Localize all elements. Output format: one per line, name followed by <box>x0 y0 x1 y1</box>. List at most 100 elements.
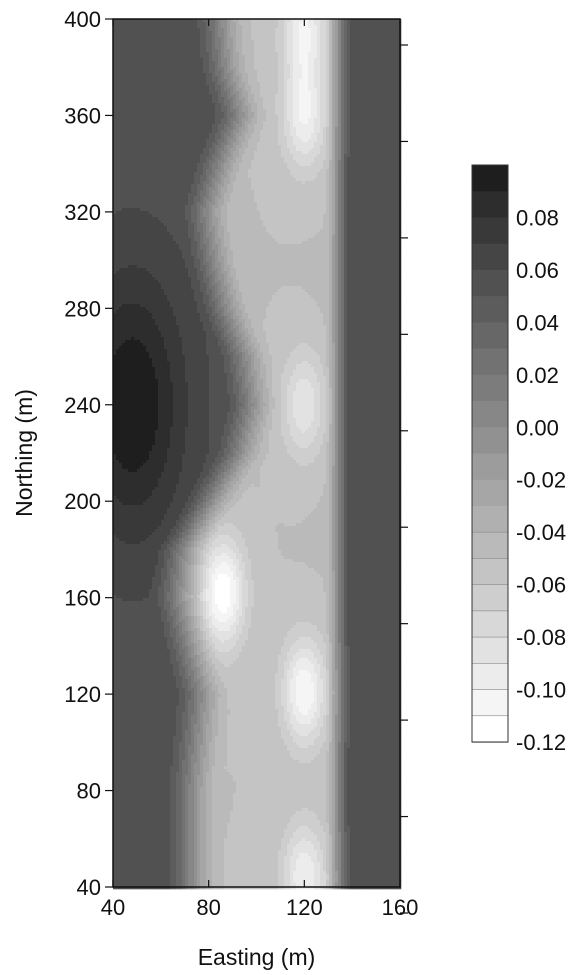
heatmap-cell <box>353 31 356 34</box>
heatmap-cell <box>368 40 371 43</box>
heatmap-cell <box>242 73 245 76</box>
heatmap-cell <box>293 34 296 37</box>
heatmap-cell <box>239 67 242 70</box>
heatmap-cell <box>134 73 137 76</box>
heatmap-cell <box>230 52 233 55</box>
heatmap-cell <box>137 25 140 28</box>
heatmap-cell <box>311 43 314 46</box>
heatmap-cell <box>368 34 371 37</box>
heatmap-cell <box>131 58 134 61</box>
heatmap-cell <box>245 37 248 40</box>
heatmap-cell <box>392 37 395 40</box>
heatmap-cell <box>239 55 242 58</box>
heatmap-cell <box>299 52 302 55</box>
heatmap-cell <box>176 31 179 34</box>
heatmap-cell <box>314 22 317 25</box>
heatmap-cell <box>359 73 362 76</box>
heatmap-cell <box>284 49 287 52</box>
heatmap-cell <box>128 76 131 79</box>
heatmap-cell <box>194 31 197 34</box>
heatmap-cell <box>146 70 149 73</box>
heatmap-cell <box>383 37 386 40</box>
heatmap-cell <box>230 61 233 64</box>
heatmap-cell <box>212 55 215 58</box>
heatmap-cell <box>200 25 203 28</box>
heatmap-cell <box>257 52 260 55</box>
heatmap-cell <box>251 37 254 40</box>
heatmap-cell <box>314 49 317 52</box>
heatmap-cell <box>293 70 296 73</box>
heatmap-cell <box>308 49 311 52</box>
heatmap-cell <box>209 67 212 70</box>
heatmap-cell <box>299 67 302 70</box>
heatmap-cell <box>374 70 377 73</box>
heatmap-cell <box>116 61 119 64</box>
heatmap-cell <box>134 43 137 46</box>
heatmap-cell <box>377 49 380 52</box>
heatmap-cell <box>356 40 359 43</box>
heatmap-cell <box>128 28 131 31</box>
heatmap-cell <box>284 61 287 64</box>
heatmap-cell <box>197 49 200 52</box>
heatmap-cell <box>158 49 161 52</box>
heatmap-cell <box>236 76 239 79</box>
heatmap-cell <box>332 55 335 58</box>
heatmap-cell <box>383 61 386 64</box>
heatmap-cell <box>257 49 260 52</box>
heatmap-cell <box>317 25 320 28</box>
heatmap-cell <box>362 52 365 55</box>
heatmap-cell <box>245 55 248 58</box>
heatmap-cell <box>182 55 185 58</box>
heatmap-cell <box>233 58 236 61</box>
heatmap-cell <box>266 28 269 31</box>
heatmap-cell <box>323 43 326 46</box>
heatmap-cell <box>119 22 122 25</box>
heatmap-cell <box>236 52 239 55</box>
heatmap-cell <box>260 55 263 58</box>
heatmap-cell <box>272 40 275 43</box>
heatmap-cell <box>152 46 155 49</box>
heatmap-cell <box>299 43 302 46</box>
heatmap-cell <box>218 40 221 43</box>
heatmap-cell <box>311 37 314 40</box>
heatmap-cell <box>131 70 134 73</box>
heatmap-cell <box>230 76 233 79</box>
heatmap-cell <box>308 70 311 73</box>
heatmap-cell <box>275 70 278 73</box>
heatmap-cell <box>122 52 125 55</box>
heatmap-cell <box>164 22 167 25</box>
heatmap-cell <box>302 76 305 79</box>
heatmap-cell <box>380 31 383 34</box>
heatmap-cell <box>332 52 335 55</box>
heatmap-cell <box>122 28 125 31</box>
heatmap-cell <box>200 22 203 25</box>
heatmap-cell <box>251 64 254 67</box>
heatmap-cell <box>314 76 317 79</box>
heatmap-cell <box>239 22 242 25</box>
heatmap-cell <box>125 22 128 25</box>
heatmap-cell <box>242 22 245 25</box>
heatmap-cell <box>221 46 224 49</box>
heatmap-cell <box>350 52 353 55</box>
heatmap-cell <box>140 28 143 31</box>
heatmap-cell <box>188 34 191 37</box>
heatmap-cell <box>128 25 131 28</box>
heatmap-cell <box>191 55 194 58</box>
heatmap-cell <box>362 34 365 37</box>
heatmap-cell <box>119 67 122 70</box>
heatmap-cell <box>260 73 263 76</box>
heatmap-cell <box>143 73 146 76</box>
heatmap-cell <box>197 58 200 61</box>
heatmap-cell <box>371 28 374 31</box>
heatmap-cell <box>344 58 347 61</box>
heatmap-cell <box>290 31 293 34</box>
heatmap-cell <box>323 49 326 52</box>
heatmap-cell <box>179 73 182 76</box>
heatmap-cell <box>293 52 296 55</box>
heatmap-cell <box>308 46 311 49</box>
heatmap-cell <box>212 58 215 61</box>
heatmap-cell <box>263 40 266 43</box>
heatmap-cell <box>302 40 305 43</box>
heatmap-cell <box>281 34 284 37</box>
heatmap-cell <box>134 64 137 67</box>
